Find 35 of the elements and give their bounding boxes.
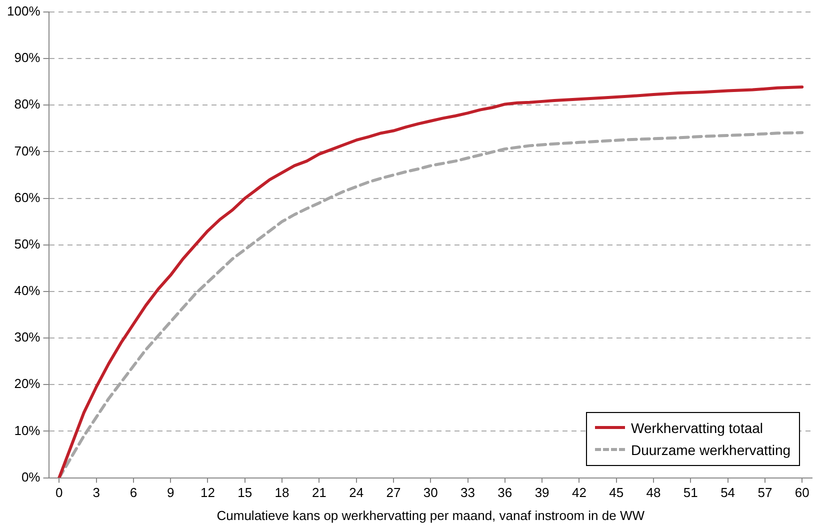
y-tick-label: 50% [14, 236, 41, 252]
x-tick-label: 42 [572, 485, 586, 500]
x-tick-label: 24 [349, 485, 364, 500]
x-tick-label: 48 [646, 485, 661, 500]
x-tick-label: 0 [56, 485, 63, 500]
x-tick-label: 12 [200, 485, 215, 500]
x-tick-label: 30 [423, 485, 438, 500]
x-tick-label: 54 [720, 485, 736, 500]
y-tick-label: 70% [14, 143, 41, 158]
x-axis-title: Cumulatieve kans op werkhervatting per maand, vanaf instroom in de WW [216, 508, 646, 523]
x-tick-label: 36 [498, 485, 512, 500]
y-tick-label: 30% [14, 330, 41, 345]
x-tick-label: 15 [238, 485, 252, 500]
x-tick-label: 60 [794, 485, 810, 500]
x-tick-label: 45 [609, 485, 624, 500]
y-tick-label: 100% [7, 4, 41, 19]
x-tick-label: 18 [274, 485, 290, 500]
y-tick-label: 80% [14, 96, 41, 112]
x-tick-label: 6 [130, 485, 138, 500]
x-tick-label: 3 [92, 485, 100, 500]
x-tick-label: 9 [166, 485, 174, 500]
x-tick-label: 39 [534, 485, 550, 500]
y-tick-label: 40% [14, 283, 41, 298]
x-tick-label: 21 [312, 485, 326, 500]
x-tick-label: 33 [460, 485, 476, 500]
legend-label: Werkhervatting totaal [631, 420, 764, 436]
legend-label: Duurzame werkhervatting [631, 442, 791, 458]
y-tick-label: 20% [14, 376, 41, 392]
y-tick-label: 10% [14, 422, 41, 438]
y-tick-label: 90% [14, 50, 41, 66]
x-tick-label: 51 [683, 485, 698, 500]
y-tick-label: 60% [14, 190, 41, 205]
x-tick-label: 57 [758, 485, 772, 500]
y-tick-label: 0% [21, 469, 41, 484]
x-tick-label: 27 [386, 485, 401, 500]
